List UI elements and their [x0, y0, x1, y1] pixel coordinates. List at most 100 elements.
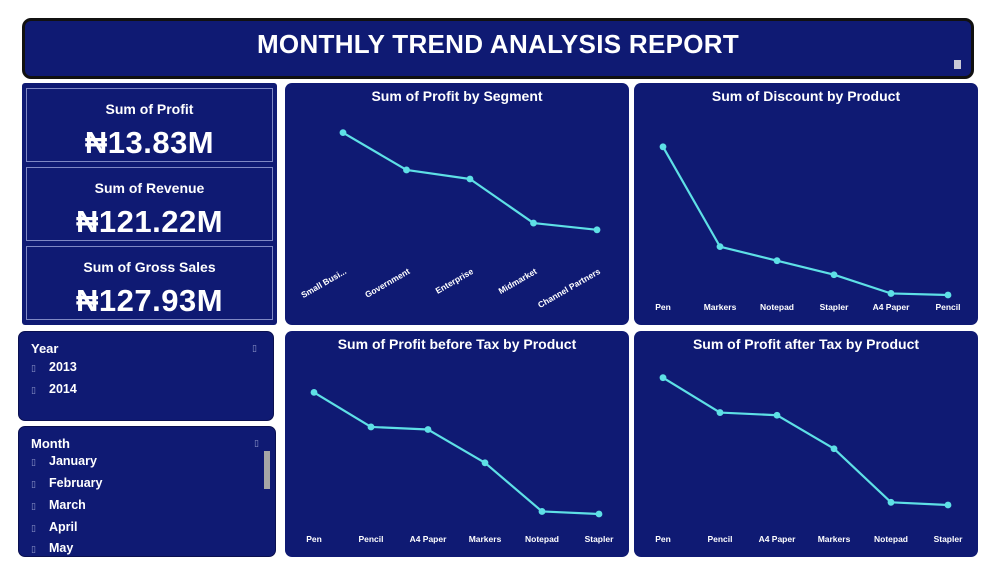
checkbox-icon[interactable]: ▯: [31, 363, 36, 373]
x-tick-label: Midmarket: [497, 266, 539, 296]
data-point[interactable]: [944, 291, 952, 299]
slicer-item-2013[interactable]: ▯ 2013: [31, 360, 77, 378]
data-point[interactable]: [830, 271, 838, 279]
data-point[interactable]: [530, 219, 537, 227]
x-tick-label: Pencil: [358, 534, 383, 544]
year-slicer: Year ▯ ▯ 2013 ▯ 2014: [18, 331, 274, 421]
discount-by-product-svg: Sum of Discount by Product Pen Markers Note…: [655, 88, 960, 312]
x-tick-label: Channel Partners: [536, 266, 602, 310]
data-point[interactable]: [481, 459, 489, 467]
chart-profit-after-tax: Sum of Profit after Tax by Product Pen Pen…: [634, 331, 978, 557]
x-tick-label: A4 Paper: [410, 534, 448, 544]
chart-title: Sum of Discount by Product: [712, 88, 901, 104]
data-point[interactable]: [887, 290, 895, 297]
checkbox-icon[interactable]: ▯: [31, 523, 36, 533]
data-point[interactable]: [944, 501, 952, 509]
checkbox-icon[interactable]: ▯: [31, 479, 36, 489]
slicer-item-february[interactable]: ▯ February: [31, 476, 103, 494]
month-slicer-viewport: Month ▯ ▯ January ▯ February ▯ March ▯ April…: [19, 427, 275, 556]
kpi-panel: Sum of Profit ₦13.83M Sum of Revenue ₦12…: [22, 83, 277, 325]
data-point[interactable]: [310, 389, 318, 396]
erase-icon[interactable]: ▯: [252, 343, 257, 353]
slicer-item-january[interactable]: ▯ January: [31, 454, 97, 472]
data-point[interactable]: [716, 409, 724, 416]
slicer-scrollbar[interactable]: [264, 451, 270, 489]
data-point[interactable]: [339, 129, 347, 137]
chart-title: Sum of Profit before Tax by Product: [338, 336, 577, 352]
report-header: MONTHLY TREND ANALYSIS REPORT: [22, 18, 974, 79]
slicer-item-label: January: [49, 454, 97, 468]
kpi-value: ₦13.83M: [84, 125, 215, 160]
x-tick-label: Notepad: [760, 302, 794, 312]
x-tick-label: Enterprise: [434, 266, 476, 296]
data-point[interactable]: [466, 175, 474, 183]
x-tick-label: Stapler: [820, 302, 850, 312]
chart-profit-before-tax: Sum of Profit before Tax by Product Pen Pe…: [285, 331, 629, 557]
slicer-item-label: April: [49, 520, 78, 534]
slicer-item-march[interactable]: ▯ March: [31, 498, 86, 516]
data-point[interactable]: [773, 411, 781, 419]
slicer-item-label: March: [49, 498, 86, 512]
erase-icon[interactable]: ▯: [254, 438, 259, 448]
data-point[interactable]: [887, 498, 895, 506]
chart-profit-by-segment: Sum of Profit by Segment Small Busi... Gov…: [285, 83, 629, 325]
data-point[interactable]: [659, 143, 667, 151]
data-point[interactable]: [830, 445, 838, 453]
x-tick-label: A4 Paper: [873, 302, 911, 312]
checkbox-icon[interactable]: ▯: [31, 385, 36, 395]
chart-title: Sum of Profit by Segment: [371, 88, 542, 104]
kpi-label: Sum of Revenue: [94, 180, 205, 196]
x-tick-label: Markers: [469, 534, 502, 544]
data-point[interactable]: [593, 226, 601, 234]
kpi-label: Sum of Gross Sales: [83, 259, 216, 275]
x-tick-label: Stapler: [585, 534, 615, 544]
chart-title: Sum of Profit after Tax by Product: [693, 336, 919, 352]
x-tick-label: Pen: [655, 302, 671, 312]
kpi-label: Sum of Profit: [105, 101, 194, 117]
series-line: [662, 376, 949, 507]
kpi-value: ₦121.22M: [75, 204, 224, 239]
data-point[interactable]: [773, 257, 781, 265]
month-slicer: Month ▯ ▯ January ▯ February ▯ March ▯ April…: [18, 426, 276, 557]
data-point[interactable]: [424, 426, 432, 433]
chart-discount-by-product: Sum of Discount by Product Pen Markers Note…: [634, 83, 978, 325]
slicer-item-label: May: [49, 541, 74, 555]
slicer-item-april[interactable]: ▯ April: [31, 520, 77, 538]
profit-before-tax-svg: Sum of Profit before Tax by Product Pen Pe…: [306, 336, 615, 544]
report-title: MONTHLY TREND ANALYSIS REPORT: [256, 29, 740, 59]
kpi-card-gross-sales: Sum of Gross Sales ₦127.93M: [26, 246, 273, 320]
slicer-item-label: 2014: [49, 382, 77, 396]
data-point[interactable]: [716, 243, 724, 251]
x-tick-label: Notepad: [874, 534, 908, 544]
slicer-item-2014[interactable]: ▯ 2014: [31, 382, 77, 400]
data-point[interactable]: [367, 423, 375, 431]
x-tick-label: A4 Paper: [759, 534, 797, 544]
x-tick-label: Stapler: [934, 534, 964, 544]
x-tick-label: Markers: [818, 534, 851, 544]
slicer-item-may[interactable]: ▯ May: [31, 541, 73, 556]
data-point[interactable]: [659, 374, 667, 382]
data-point[interactable]: [403, 166, 410, 174]
series-line: [662, 146, 949, 297]
checkbox-icon[interactable]: ▯: [31, 457, 36, 467]
checkbox-icon[interactable]: ▯: [31, 501, 36, 511]
slicer-item-label: February: [49, 476, 103, 490]
x-tick-label: Pencil: [707, 534, 732, 544]
x-tick-label: Government: [363, 266, 412, 300]
kpi-card-revenue: Sum of Revenue ₦121.22M: [26, 167, 273, 241]
checkbox-icon[interactable]: ▯: [31, 544, 36, 554]
slicer-title: Month: [31, 436, 70, 451]
x-tick-label: Pencil: [935, 302, 960, 312]
profit-by-segment-svg: Sum of Profit by Segment Small Busi... Gov…: [299, 88, 602, 310]
data-point[interactable]: [538, 508, 546, 515]
series-line: [313, 391, 600, 516]
kpi-card-profit: Sum of Profit ₦13.83M: [26, 88, 273, 162]
data-point[interactable]: [595, 510, 603, 518]
kpi-value: ₦127.93M: [75, 283, 224, 318]
x-tick-label: Markers: [704, 302, 737, 312]
x-tick-label: Pen: [655, 534, 671, 544]
x-tick-label: Pen: [306, 534, 322, 544]
resize-handle[interactable]: [954, 60, 961, 69]
x-tick-label: Small Busi...: [299, 266, 348, 300]
slicer-title: Year: [31, 341, 59, 356]
